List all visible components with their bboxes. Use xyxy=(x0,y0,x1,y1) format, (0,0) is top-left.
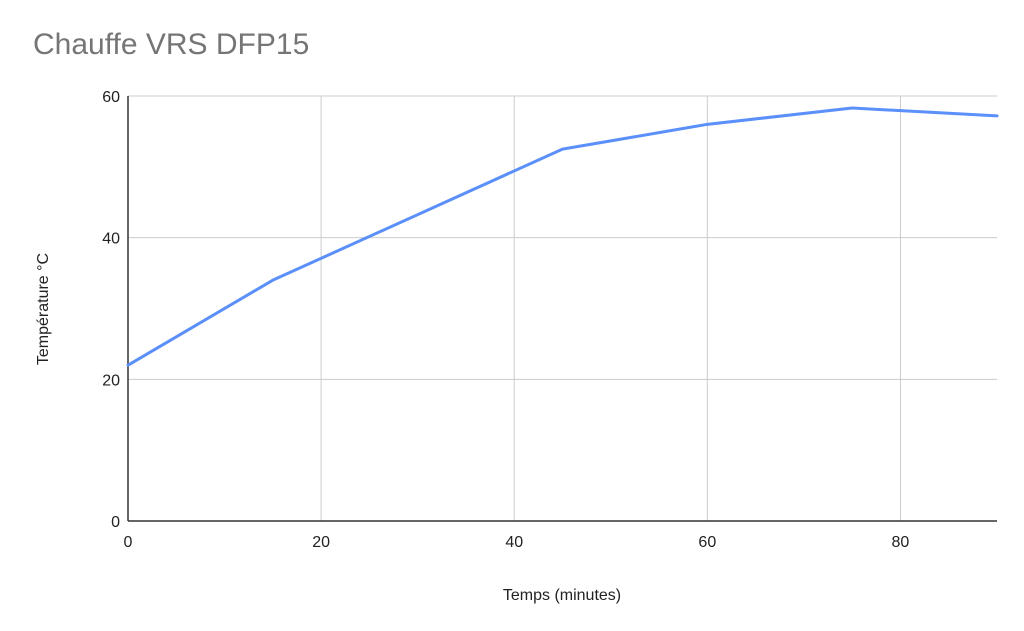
x-tick-label-0: 0 xyxy=(124,534,133,551)
label-layer: 0 20 40 60 0 20 40 60 80 xyxy=(102,89,909,551)
grid-layer xyxy=(128,95,997,521)
series-line-0 xyxy=(126,106,999,367)
chart-title: Chauffe VRS DFP15 xyxy=(33,28,310,61)
x-tick-label-80: 80 xyxy=(892,534,910,551)
y-tick-label-0: 0 xyxy=(111,514,120,531)
x-axis-title: Temps (minutes) xyxy=(503,587,621,604)
x-tick-label-60: 60 xyxy=(698,534,716,551)
y-tick-label-60: 60 xyxy=(102,89,120,106)
axis-layer xyxy=(127,96,997,522)
x-tick-label-40: 40 xyxy=(505,534,523,551)
x-tick-label-20: 20 xyxy=(312,534,330,551)
y-tick-label-20: 20 xyxy=(102,372,120,389)
series-layer xyxy=(126,106,999,367)
y-tick-label-40: 40 xyxy=(102,231,120,248)
y-axis-title: Température °C xyxy=(35,253,52,365)
